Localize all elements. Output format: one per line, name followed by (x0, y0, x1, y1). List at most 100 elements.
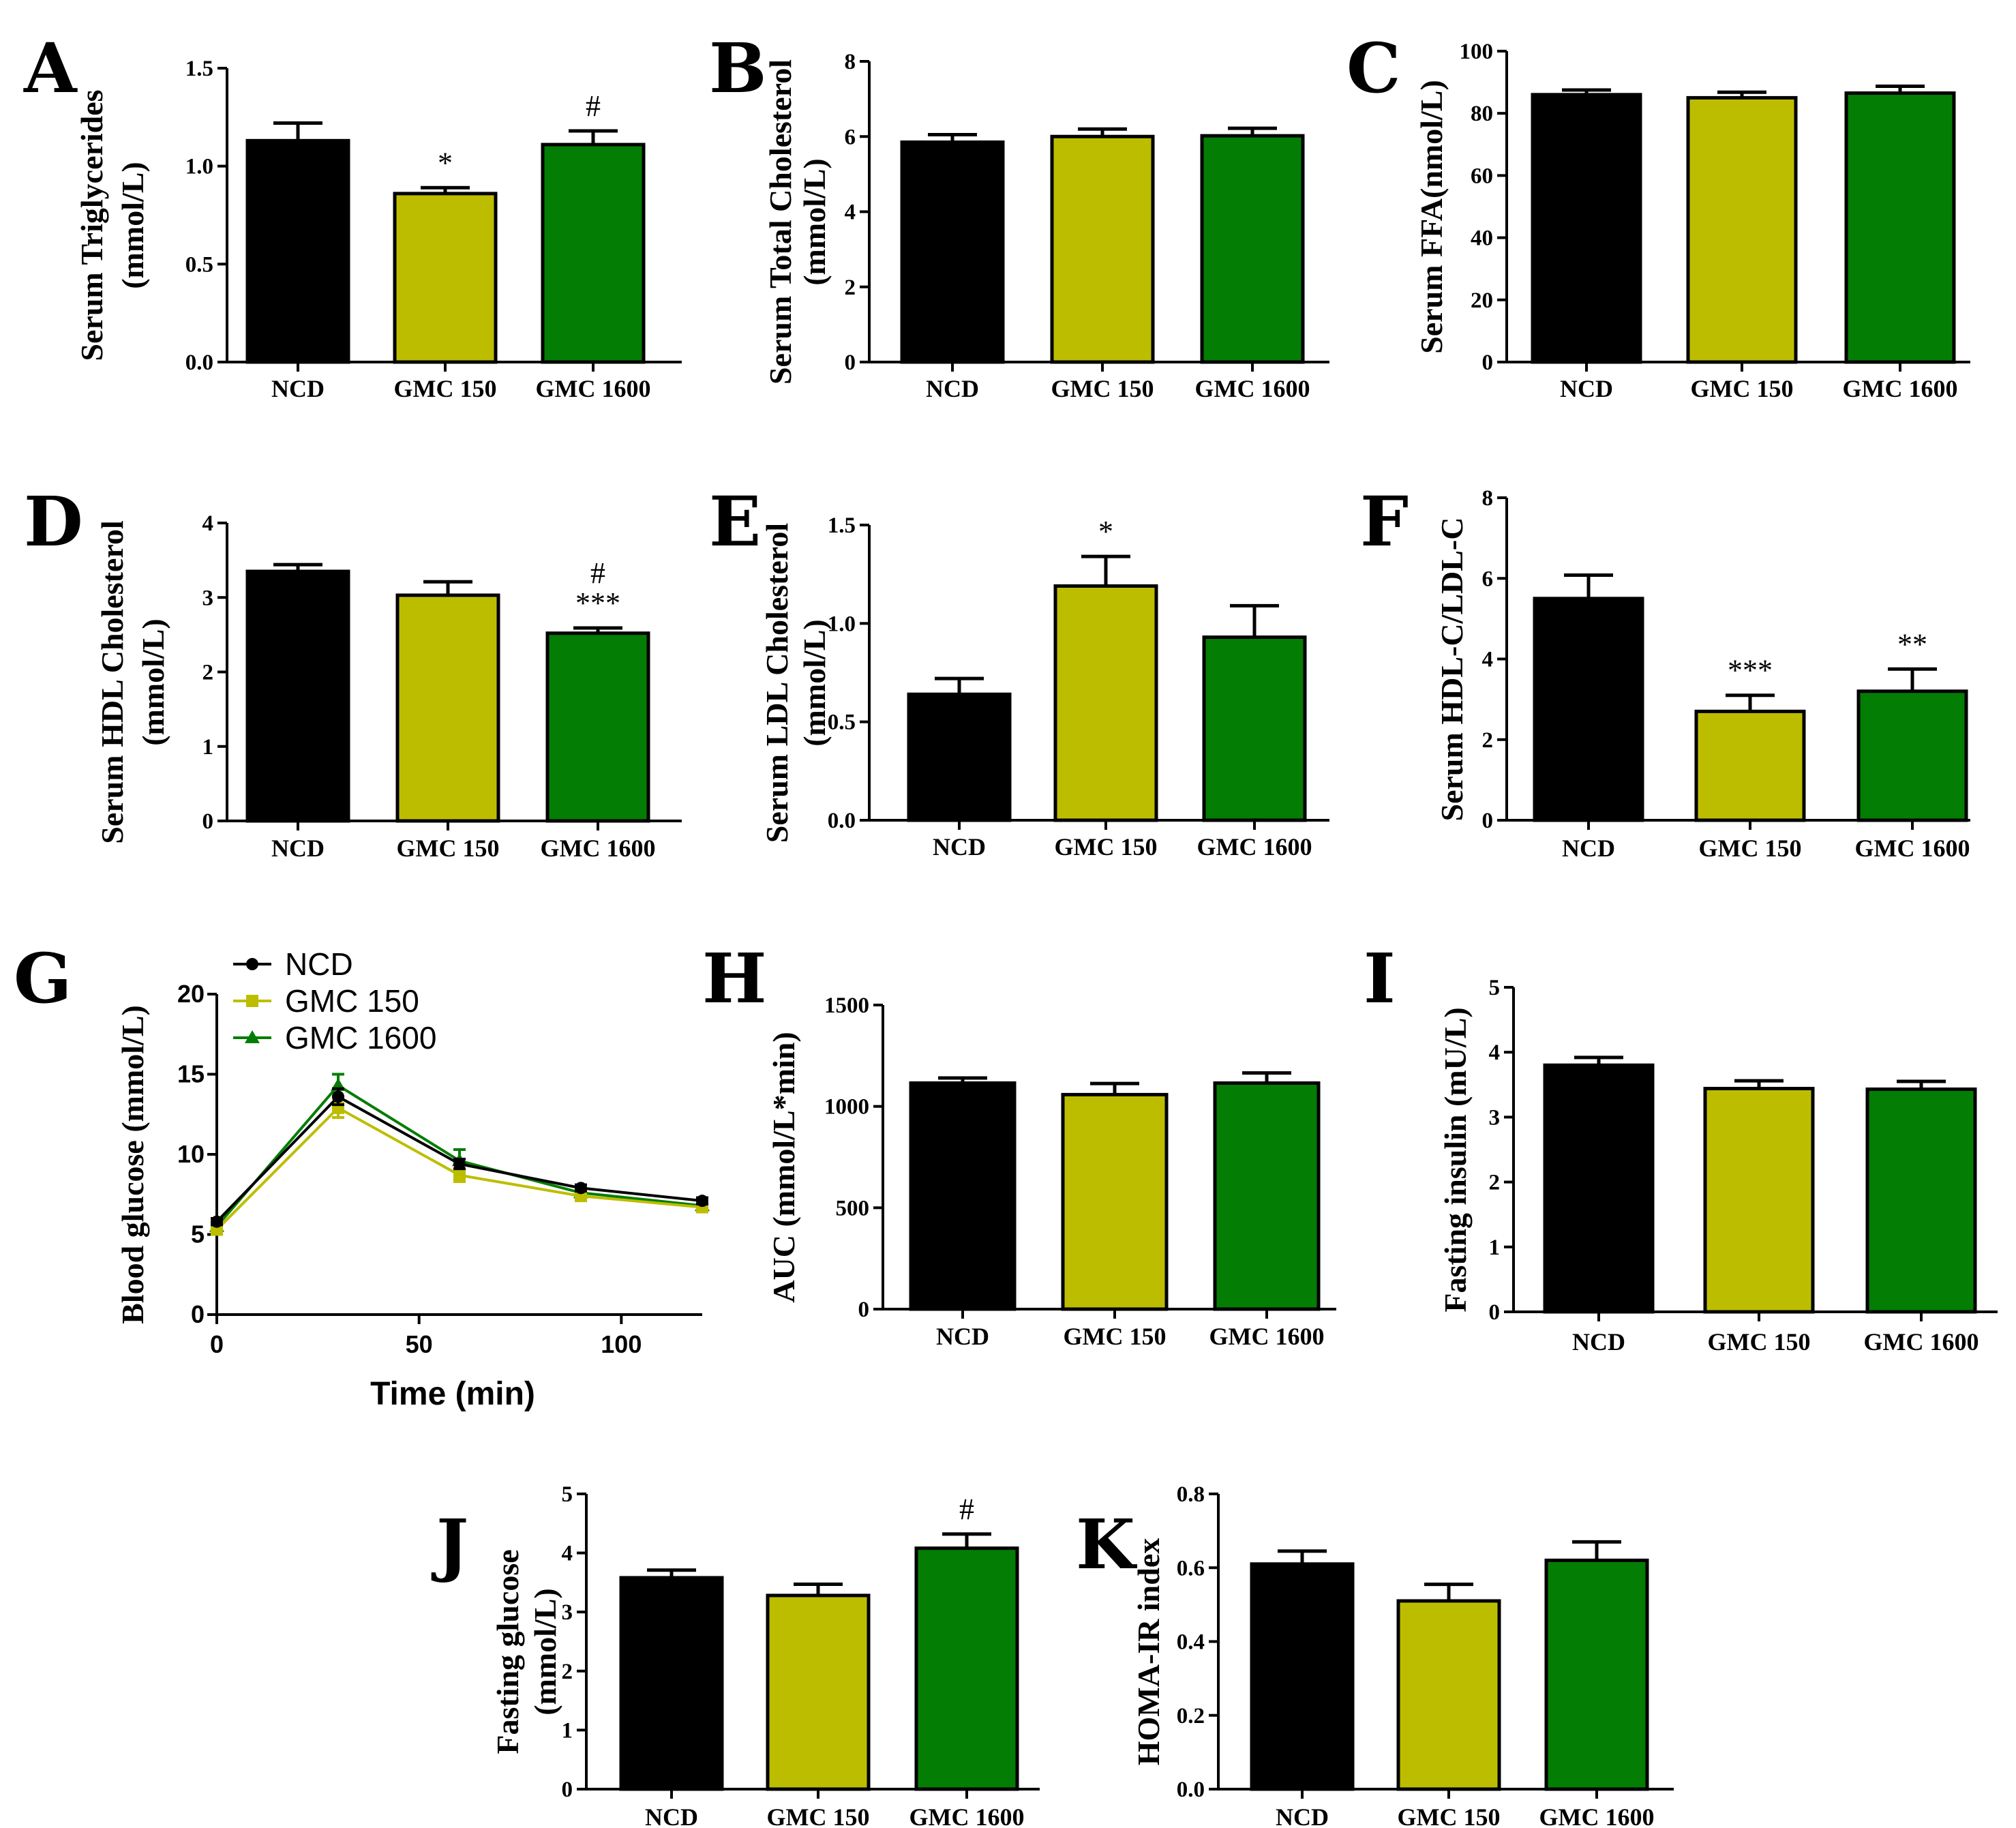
y-axis-label: Serum Total Cholesterol (763, 59, 798, 385)
x-category-label: GMC 1600 (1539, 1803, 1655, 1828)
y-tick-label: 4 (845, 200, 856, 225)
panel-J: J Fasting glucose (mmol/L) 0 1 2 3 4 5 NCD GMC 150… (431, 1482, 1040, 1828)
y-tick-label: 4 (1489, 1040, 1501, 1065)
x-category-label: NCD (933, 833, 986, 860)
y-tick-label: 0 (845, 350, 856, 375)
y-axis-label: Serum FFA(nmol/L) (1414, 80, 1449, 354)
bar-ncd (619, 1576, 724, 1791)
x-category-label: GMC 1600 (1197, 833, 1312, 860)
data-point (696, 1195, 708, 1208)
legend-entry: NCD (285, 946, 353, 982)
x-category-label: GMC 150 (1699, 835, 1802, 862)
x-category-label: GMC 1600 (536, 375, 651, 402)
bar-gmc-1600 (541, 143, 646, 364)
y-tick-label: 1.0 (185, 155, 213, 179)
panel-letter-D: D (24, 481, 83, 562)
x-category-label: NCD (1276, 1803, 1329, 1828)
y-tick-label: 0 (1482, 809, 1494, 833)
x-category-label: GMC 150 (767, 1803, 870, 1828)
x-category-label: GMC 1600 (1855, 835, 1970, 862)
y-tick-label: 80 (1471, 102, 1493, 126)
panel-letter-I: I (1364, 938, 1396, 1019)
bar-gmc-1600 (1865, 1087, 1977, 1314)
data-point (453, 1169, 466, 1182)
y-axis-label: (mmol/L) (136, 618, 170, 746)
y-tick-label: 40 (1471, 226, 1493, 251)
panel-G: G Blood glucose (mmol/L) Time (min) 0 5 10 15 2… (14, 938, 710, 1412)
legend-marker (246, 958, 258, 970)
legend-marker (245, 1030, 260, 1043)
legend-marker (246, 995, 258, 1007)
x-category-label: NCD (271, 375, 325, 402)
x-category-label: GMC 1600 (1843, 375, 1958, 402)
y-axis-label: (mmol/L) (115, 162, 150, 289)
panel-letter-E: E (709, 481, 761, 562)
panel-letter-A: A (23, 28, 78, 108)
significance-marker: # (586, 89, 601, 123)
bar-ncd (245, 569, 350, 823)
y-tick-label: 4 (1482, 648, 1494, 672)
y-tick-label: 0.5 (828, 710, 856, 735)
y-tick-label: 20 (1471, 288, 1493, 313)
y-axis-label: Serum HDL-C/LDL-C (1434, 518, 1469, 822)
y-tick-label: 0.2 (1177, 1704, 1205, 1728)
panel-letter-C: C (1346, 28, 1401, 108)
bar-gmc-150 (1694, 709, 1806, 822)
y-tick-label: 20 (177, 980, 205, 1008)
significance-marker: *** (1728, 654, 1773, 687)
y-tick-label: 60 (1471, 164, 1493, 188)
bar-gmc-1600 (545, 631, 650, 823)
y-tick-label: 0.0 (185, 350, 213, 375)
y-tick-label: 8 (1482, 486, 1494, 511)
legend-entry: GMC 150 (285, 983, 419, 1019)
y-tick-label: 0.6 (1177, 1556, 1205, 1580)
data-point (332, 1090, 344, 1103)
bar-ncd (900, 140, 1005, 364)
y-tick-label: 500 (836, 1196, 870, 1220)
data-point (453, 1158, 466, 1171)
bar-ncd (907, 692, 1012, 822)
x-category-label: GMC 150 (394, 375, 497, 402)
bar-gmc-1600 (1844, 91, 1956, 364)
y-tick-label: 0 (858, 1298, 870, 1322)
y-tick-label: 2 (562, 1660, 573, 1684)
significance-marker: * (1098, 515, 1113, 548)
y-tick-label: 4 (562, 1542, 573, 1566)
bar-gmc-1600 (1213, 1081, 1321, 1311)
x-category-label: NCD (1572, 1328, 1625, 1355)
x-category-label: NCD (1562, 835, 1615, 862)
y-tick-label: 6 (845, 125, 856, 149)
panel-letter-H: H (702, 938, 766, 1019)
bar-gmc-1600 (1200, 134, 1305, 364)
panel-C: C Serum FFA(nmol/L) 0 20 40 60 80 100 NCD GMC 150… (1346, 28, 1970, 402)
y-tick-label: 1.5 (185, 57, 213, 81)
x-axis-label: Time (min) (370, 1376, 535, 1412)
bar-gmc-1600 (1856, 689, 1968, 822)
x-category-label: GMC 1600 (1864, 1328, 1979, 1355)
bar-gmc-150 (1703, 1087, 1815, 1314)
y-tick-label: 0 (202, 809, 214, 834)
y-tick-label: 0 (562, 1778, 573, 1802)
x-category-label: NCD (645, 1803, 698, 1828)
y-axis-label: Fasting glucose (490, 1549, 525, 1754)
y-tick-label: 5 (562, 1482, 573, 1507)
x-category-label: GMC 1600 (909, 1803, 1025, 1828)
x-tick-label: 50 (406, 1330, 433, 1358)
y-tick-label: 0.0 (828, 809, 856, 833)
legend-entry: GMC 1600 (285, 1020, 436, 1055)
x-category-label: GMC 1600 (1195, 375, 1310, 402)
bar-gmc-1600 (1544, 1558, 1649, 1791)
y-axis-label: (mmol/L) (797, 158, 832, 286)
y-axis-label: Serum HDL Cholesterol (95, 520, 130, 843)
significance-marker: # (590, 556, 605, 590)
bar-gmc-150 (1053, 584, 1158, 822)
y-tick-label: 4 (202, 511, 214, 536)
panel-letter-B: B (709, 28, 767, 108)
bar-gmc-1600 (914, 1546, 1019, 1791)
x-category-label: GMC 150 (1055, 833, 1158, 860)
y-tick-label: 1.0 (828, 612, 856, 636)
